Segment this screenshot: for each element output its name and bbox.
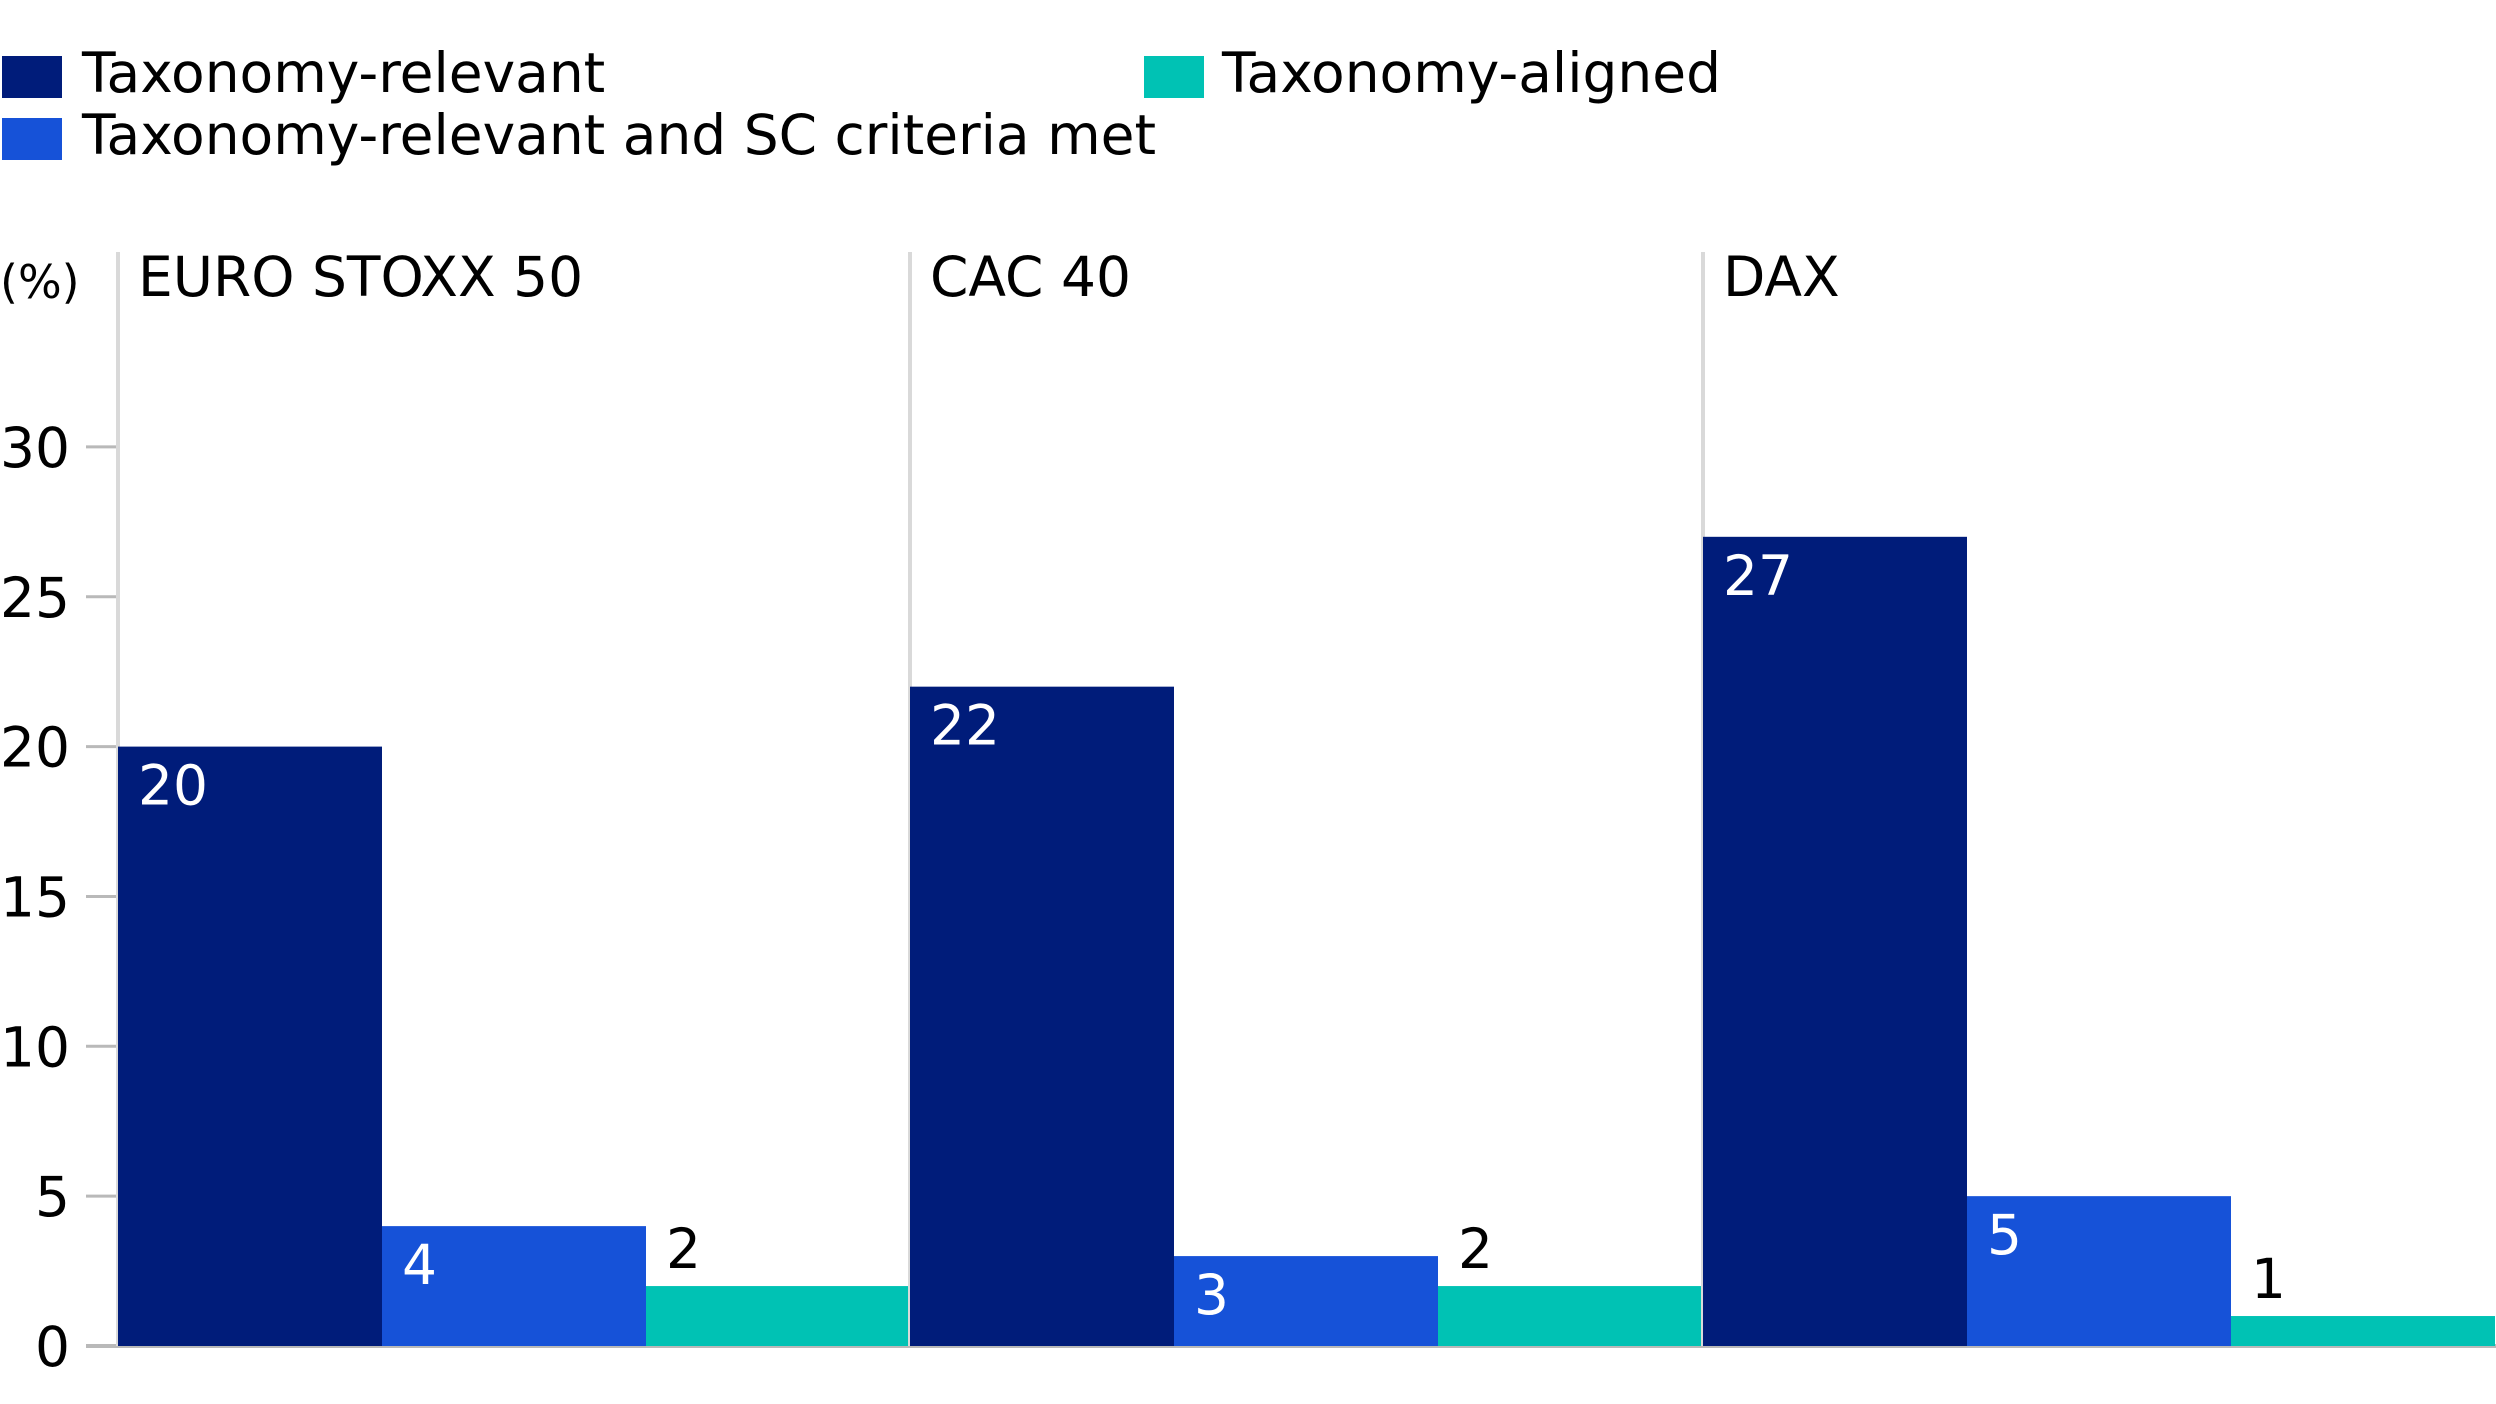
panel-title: CAC 40	[930, 245, 1131, 309]
bar	[1703, 536, 1967, 1346]
y-tick-label: 0	[35, 1315, 70, 1379]
bar	[1967, 1196, 2231, 1346]
bar-value-label: 2	[666, 1217, 701, 1281]
panel-title: DAX	[1723, 245, 1840, 309]
bar-value-label: 5	[1987, 1203, 2022, 1267]
bar-value-label: 20	[138, 754, 208, 818]
legend-label-taxonomy-aligned: Taxonomy-aligned	[1221, 41, 1721, 105]
bar	[118, 746, 382, 1346]
bar-value-label: 1	[2251, 1247, 2286, 1311]
legend-label-sc-criteria-met: Taxonomy-relevant and SC criteria met	[81, 103, 1156, 167]
panel-2: DAX 27 5 1	[1701, 245, 2495, 1346]
bar-value-label: 2	[1458, 1217, 1493, 1281]
panel-0: EURO STOXX 50 20 4 2	[116, 245, 910, 1346]
y-tick-label: 20	[0, 716, 70, 780]
bar	[910, 686, 1174, 1346]
y-tick-label: 25	[0, 566, 70, 630]
bar-value-label: 3	[1194, 1263, 1229, 1327]
y-tick-label: 15	[0, 865, 70, 929]
bar	[382, 1226, 646, 1346]
legend-swatch-taxonomy-aligned	[1144, 56, 1204, 98]
panel-title: EURO STOXX 50	[138, 245, 583, 309]
bar-value-label: 27	[1723, 544, 1793, 608]
bar	[1174, 1256, 1438, 1346]
legend-label-taxonomy-relevant: Taxonomy-relevant	[81, 41, 605, 105]
bar	[1438, 1286, 1702, 1346]
bar	[646, 1286, 910, 1346]
bar-value-label: 4	[402, 1233, 437, 1297]
legend: Taxonomy-relevant Taxonomy-relevant and …	[2, 41, 1721, 167]
y-tick-label: 10	[0, 1015, 70, 1079]
legend-swatch-taxonomy-relevant	[2, 56, 62, 98]
bar	[2231, 1316, 2495, 1346]
panel-1: CAC 40 22 3 2	[908, 245, 1702, 1346]
bar-value-label: 22	[930, 694, 1000, 758]
legend-swatch-sc-criteria-met	[2, 118, 62, 160]
y-tick-label: 5	[35, 1165, 70, 1229]
y-axis-unit-label: (%)	[0, 255, 80, 309]
chart-panels: EURO STOXX 50 20 4 2 CAC 40 22 3 2 DAX 27 5 1	[116, 245, 2495, 1346]
y-tick-label: 30	[0, 416, 70, 480]
